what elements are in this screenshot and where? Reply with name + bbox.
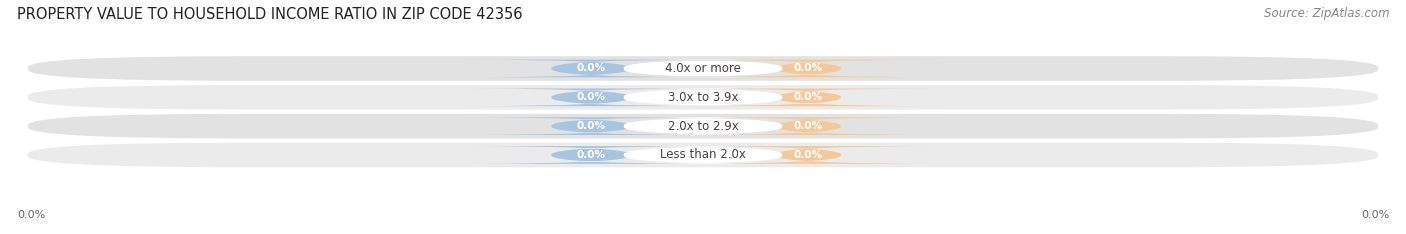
FancyBboxPatch shape (28, 56, 1378, 81)
FancyBboxPatch shape (673, 146, 942, 164)
Text: 2.0x to 2.9x: 2.0x to 2.9x (668, 120, 738, 133)
Text: 0.0%: 0.0% (576, 92, 606, 102)
Text: 0.0%: 0.0% (793, 121, 823, 131)
Text: 0.0%: 0.0% (1361, 210, 1389, 220)
Text: 0.0%: 0.0% (793, 63, 823, 73)
FancyBboxPatch shape (28, 85, 1378, 110)
Text: Less than 2.0x: Less than 2.0x (659, 148, 747, 161)
FancyBboxPatch shape (624, 60, 782, 77)
Text: Source: ZipAtlas.com: Source: ZipAtlas.com (1264, 7, 1389, 20)
FancyBboxPatch shape (464, 88, 718, 106)
Text: 0.0%: 0.0% (576, 63, 606, 73)
FancyBboxPatch shape (464, 146, 718, 164)
FancyBboxPatch shape (673, 60, 942, 77)
FancyBboxPatch shape (624, 88, 782, 106)
FancyBboxPatch shape (28, 114, 1378, 139)
Text: 3.0x to 3.9x: 3.0x to 3.9x (668, 91, 738, 104)
Text: 0.0%: 0.0% (17, 210, 45, 220)
FancyBboxPatch shape (624, 146, 782, 164)
FancyBboxPatch shape (624, 117, 782, 135)
FancyBboxPatch shape (673, 88, 942, 106)
FancyBboxPatch shape (28, 143, 1378, 167)
Text: 0.0%: 0.0% (793, 150, 823, 160)
Text: 4.0x or more: 4.0x or more (665, 62, 741, 75)
FancyBboxPatch shape (673, 117, 942, 135)
FancyBboxPatch shape (464, 117, 718, 135)
Text: 0.0%: 0.0% (793, 92, 823, 102)
Text: 0.0%: 0.0% (576, 121, 606, 131)
Text: 0.0%: 0.0% (576, 150, 606, 160)
FancyBboxPatch shape (464, 60, 718, 77)
Text: PROPERTY VALUE TO HOUSEHOLD INCOME RATIO IN ZIP CODE 42356: PROPERTY VALUE TO HOUSEHOLD INCOME RATIO… (17, 7, 523, 22)
